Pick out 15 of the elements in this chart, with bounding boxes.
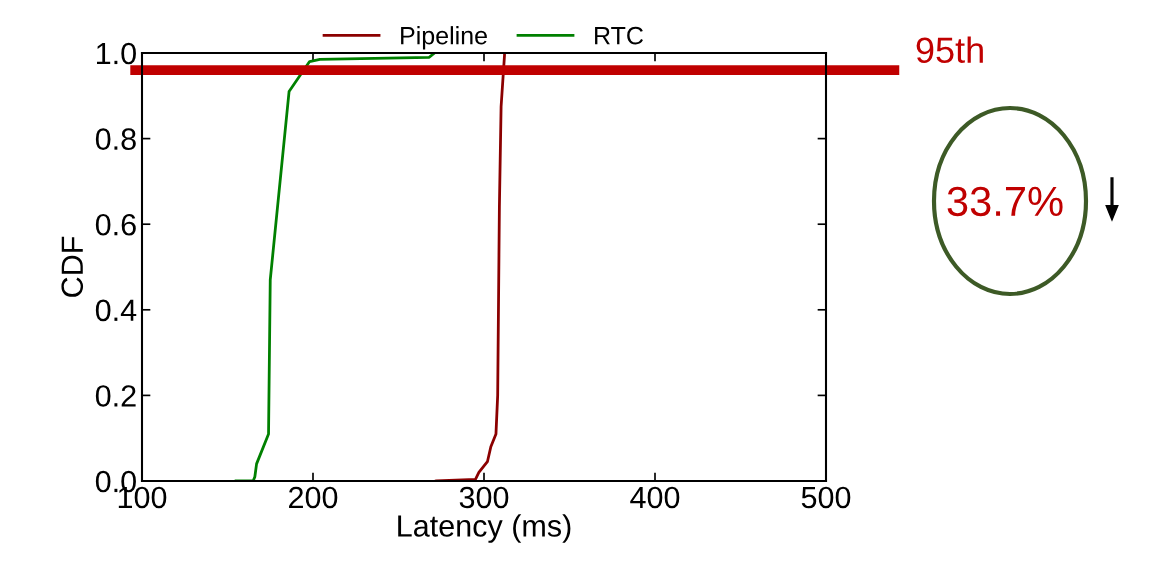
x-tick-label: 300 [459, 486, 509, 509]
y-tick-label: 0.2 [95, 385, 136, 407]
ref-line-label: 95th [916, 36, 983, 63]
x-axis-title: Latency (ms) [398, 514, 571, 543]
y-tick-label: 0.8 [95, 128, 136, 150]
y-axis-title: CDF [61, 236, 84, 297]
legend-label: Pipeline [401, 26, 487, 50]
text: 33.7% [947, 186, 1063, 217]
legend-label: RTC [595, 26, 643, 45]
x-tick-label: 400 [630, 486, 680, 509]
y-tick-label: 0.6 [95, 213, 136, 236]
x-tick-label: 500 [801, 486, 851, 509]
y-tick-label: 0.4 [95, 299, 137, 322]
y-tick-label: 1.0 [97, 42, 136, 65]
x-tick-label: 200 [289, 486, 338, 509]
